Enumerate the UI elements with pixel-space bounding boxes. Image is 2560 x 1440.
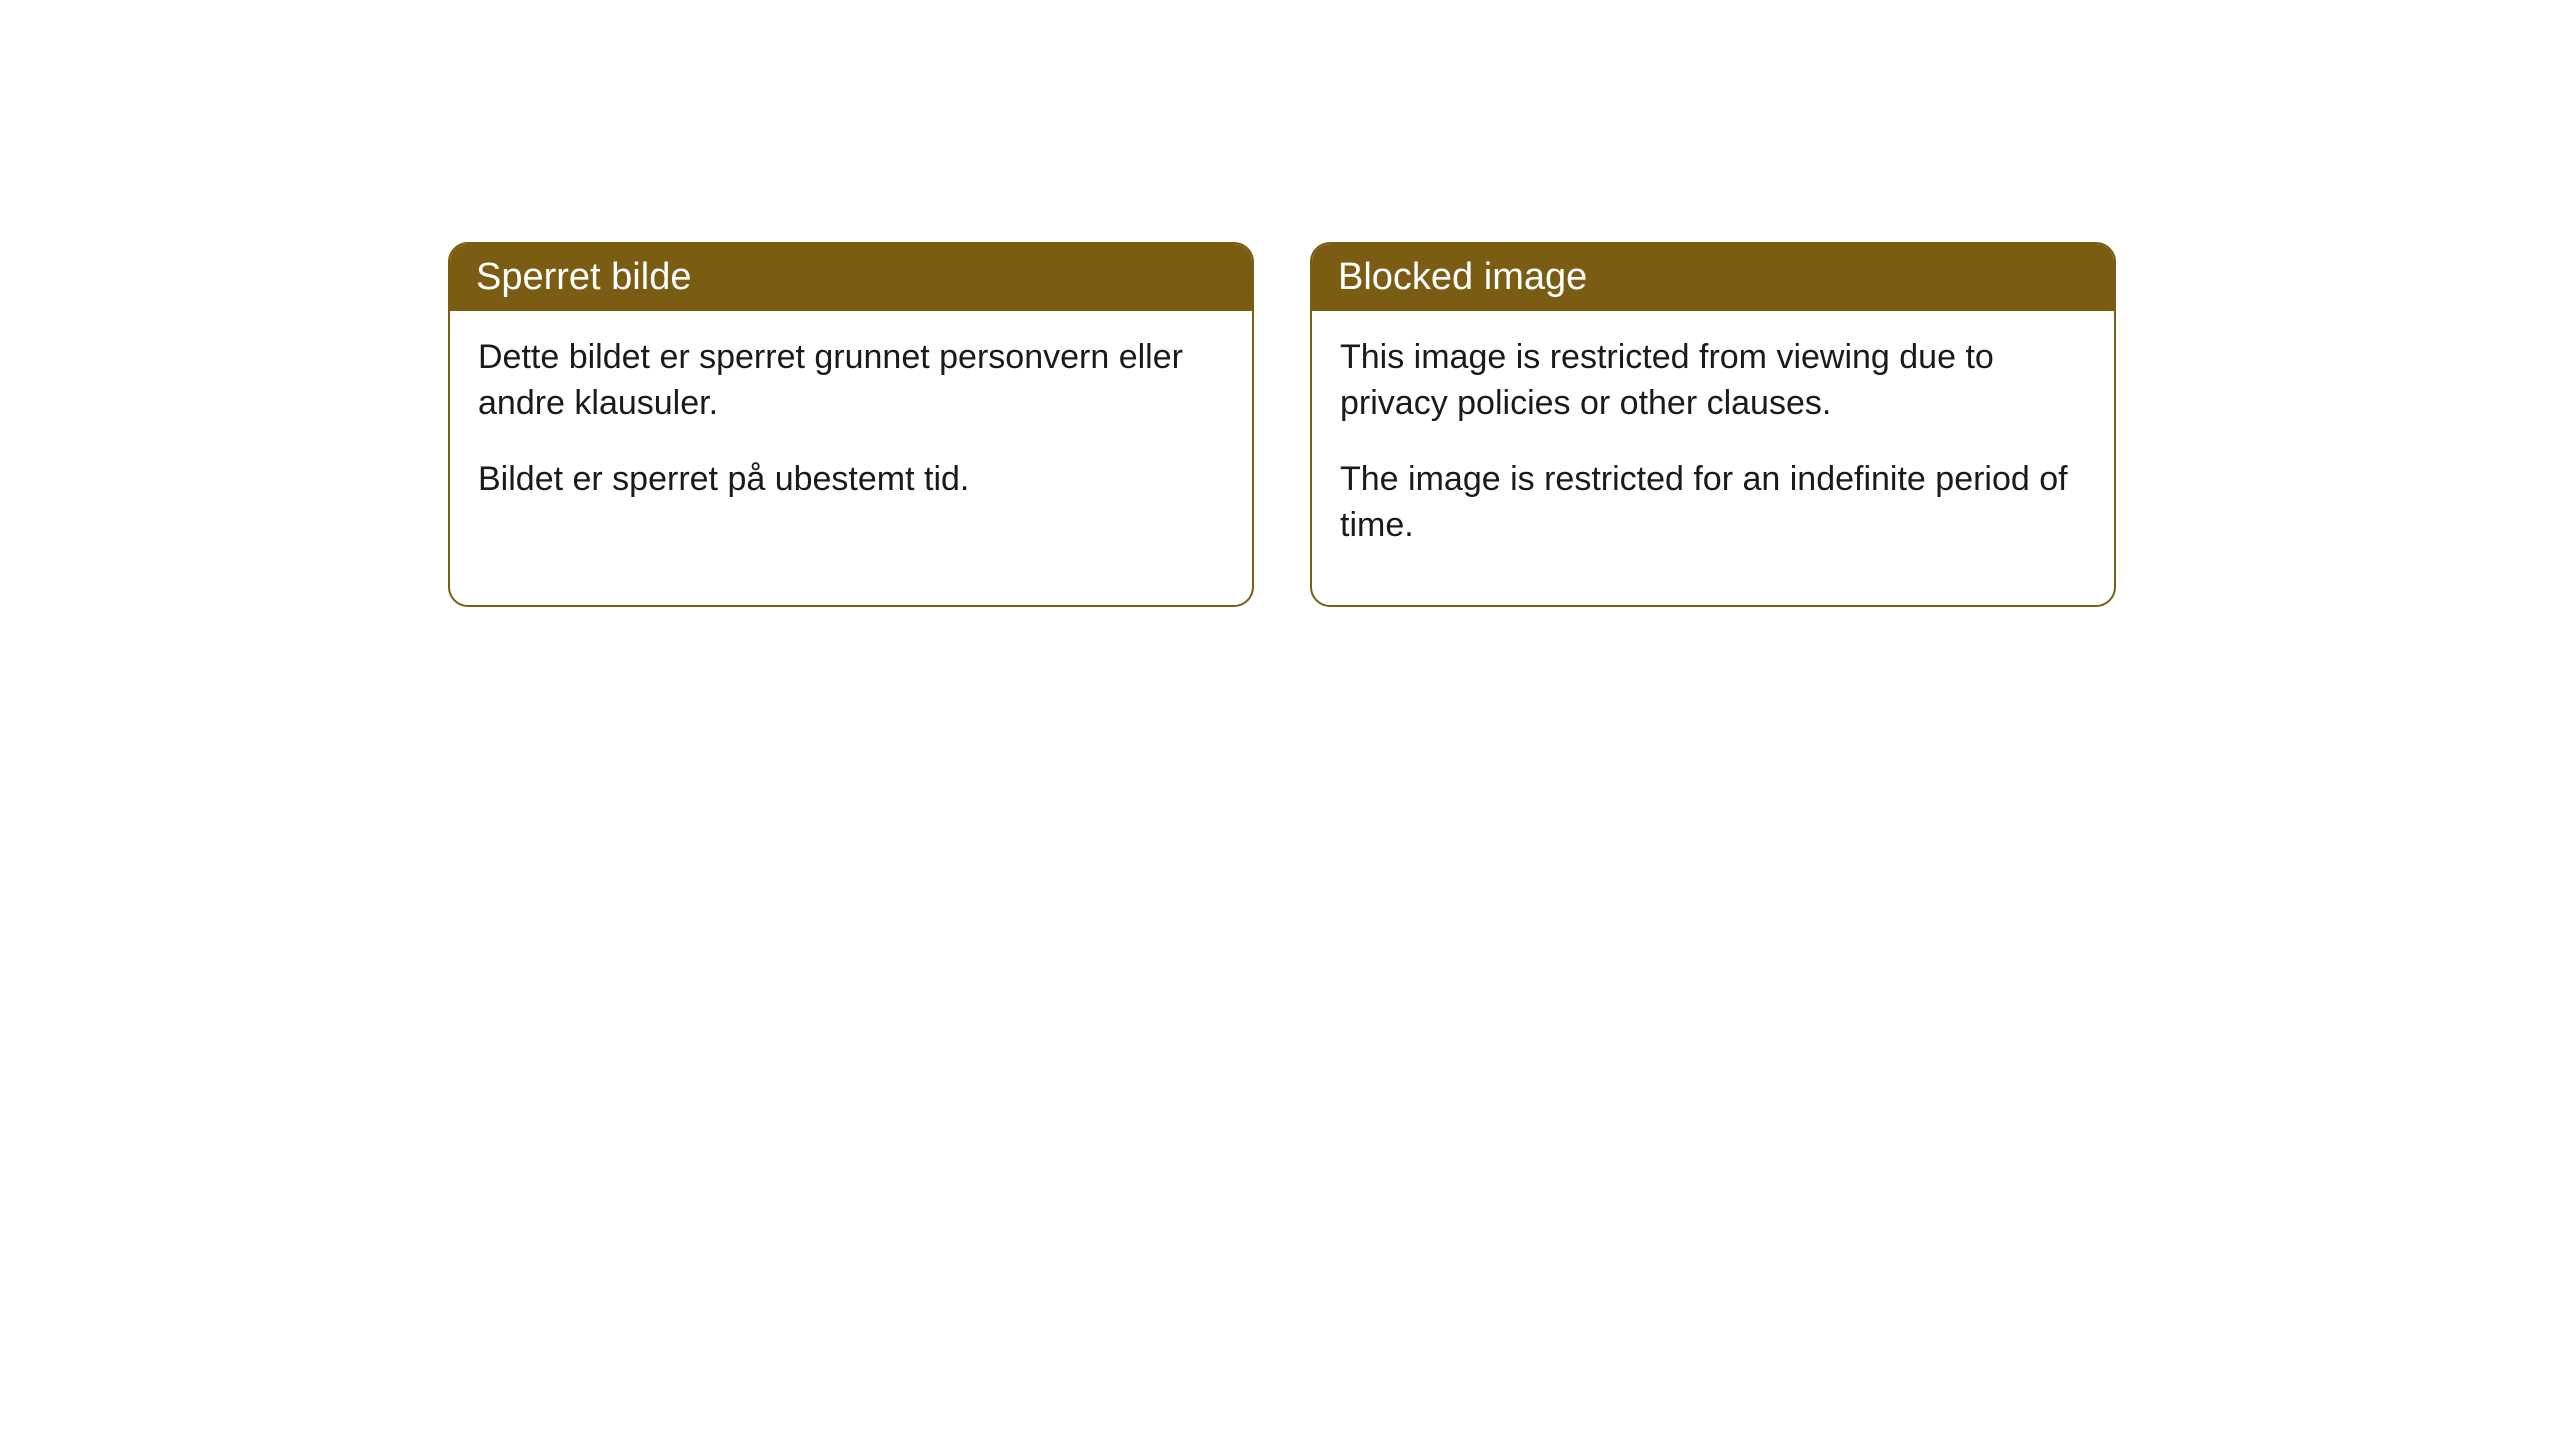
- card-body-norwegian: Dette bildet er sperret grunnet personve…: [450, 311, 1252, 559]
- notice-text-english-2: The image is restricted for an indefinit…: [1340, 457, 2086, 549]
- card-body-english: This image is restricted from viewing du…: [1312, 311, 2114, 605]
- card-header-norwegian: Sperret bilde: [450, 244, 1252, 311]
- card-header-english: Blocked image: [1312, 244, 2114, 311]
- notice-cards-container: Sperret bilde Dette bildet er sperret gr…: [448, 242, 2116, 607]
- blocked-image-card-english: Blocked image This image is restricted f…: [1310, 242, 2116, 607]
- notice-text-norwegian-1: Dette bildet er sperret grunnet personve…: [478, 335, 1224, 427]
- notice-text-norwegian-2: Bildet er sperret på ubestemt tid.: [478, 457, 1224, 503]
- notice-text-english-1: This image is restricted from viewing du…: [1340, 335, 2086, 427]
- blocked-image-card-norwegian: Sperret bilde Dette bildet er sperret gr…: [448, 242, 1254, 607]
